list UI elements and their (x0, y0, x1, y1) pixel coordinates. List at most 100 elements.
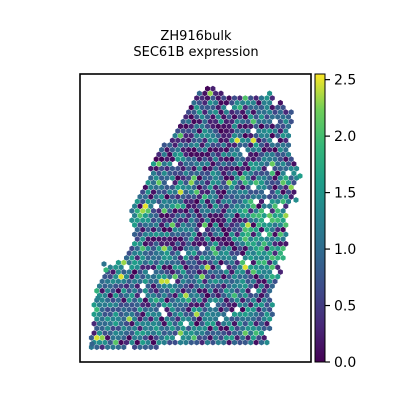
expression-spot (248, 170, 254, 177)
expression-spot (226, 179, 232, 186)
expression-spot (183, 236, 189, 242)
expression-spot (180, 212, 186, 219)
expression-spot (231, 95, 238, 101)
expression-spot (256, 184, 262, 191)
expression-spot (223, 287, 229, 294)
expression-spot (248, 132, 254, 139)
expression-spot (172, 264, 178, 271)
expression-spot (234, 250, 240, 257)
expression-spot (105, 344, 111, 351)
expression-spot (194, 170, 200, 177)
expression-spot (221, 123, 227, 130)
expression-spot (137, 212, 143, 219)
expression-spot (199, 339, 205, 346)
colorbar-tick-label: 2.0 (334, 129, 356, 145)
expression-spot (269, 283, 275, 289)
expression-spot (250, 231, 256, 238)
expression-spot (218, 128, 224, 134)
expression-spot (196, 137, 202, 144)
expression-spot (277, 250, 283, 257)
expression-spot (229, 99, 235, 106)
expression-spot (164, 175, 170, 181)
expression-spot (258, 189, 265, 195)
expression-spot (153, 231, 159, 238)
expression-spot (226, 320, 232, 327)
expression-spot (248, 217, 254, 224)
expression-spot (269, 95, 275, 101)
expression-spot (159, 259, 165, 266)
expression-spot (164, 146, 170, 153)
expression-spot (202, 297, 208, 304)
expression-spot (113, 330, 119, 336)
expression-spot (248, 339, 254, 346)
expression-spot (199, 273, 205, 280)
expression-spot (150, 283, 157, 289)
expression-spot (229, 334, 235, 341)
expression-spot (194, 142, 200, 148)
expression-spot (129, 217, 135, 224)
expression-spot (218, 99, 224, 106)
expression-spot (94, 334, 100, 341)
expression-spot (183, 292, 189, 299)
expression-spot (269, 132, 275, 139)
expression-spot (258, 208, 265, 214)
expression-spot (118, 273, 124, 280)
expression-spot (234, 297, 240, 304)
expression-spot (221, 339, 227, 346)
expression-spot (137, 222, 143, 228)
expression-spot (191, 287, 197, 294)
expression-spot (221, 245, 227, 252)
expression-spot (107, 320, 113, 327)
expression-spot (250, 325, 256, 332)
expression-spot (210, 142, 216, 148)
expression-spot (258, 123, 265, 130)
expression-spot (180, 306, 186, 313)
expression-spot (115, 259, 121, 266)
expression-spot (258, 264, 265, 271)
expression-spot (256, 109, 262, 116)
expression-spot (297, 173, 303, 179)
expression-spot (115, 287, 121, 294)
expression-spot (159, 146, 165, 153)
expression-spot (253, 320, 259, 327)
expression-spot (237, 151, 243, 158)
colorbar (314, 73, 326, 363)
expression-spot (132, 278, 138, 285)
expression-spot (156, 330, 162, 336)
expression-spot (132, 269, 138, 275)
expression-spot (167, 245, 173, 252)
expression-spot (202, 156, 208, 163)
expression-spot (267, 250, 273, 257)
expression-spot (242, 292, 248, 299)
expression-spot (231, 198, 238, 205)
expression-spot (253, 114, 259, 120)
expression-spot (126, 297, 132, 304)
expression-spot (194, 330, 200, 336)
expression-spot (229, 175, 235, 181)
expression-spot (258, 245, 265, 252)
expression-spot (175, 259, 181, 266)
expression-spot (213, 250, 219, 257)
expression-spot (275, 264, 281, 271)
expression-spot (186, 118, 192, 125)
expression-spot (177, 161, 184, 167)
expression-spot (140, 198, 146, 205)
expression-spot (269, 255, 275, 261)
expression-spot (280, 132, 286, 139)
expression-spot (223, 325, 229, 332)
expression-spot (186, 137, 192, 144)
expression-spot (242, 245, 248, 252)
expression-spot (256, 287, 262, 294)
expression-spot (177, 330, 184, 336)
expression-spot (113, 339, 119, 346)
expression-spot (118, 320, 124, 327)
expression-spot (172, 292, 178, 299)
expression-spot (105, 316, 111, 322)
expression-spot (169, 212, 175, 219)
expression-spot (196, 287, 202, 294)
expression-spot (210, 189, 216, 195)
expression-spot (204, 151, 211, 158)
expression-spot (204, 311, 211, 318)
expression-spot (161, 330, 167, 336)
